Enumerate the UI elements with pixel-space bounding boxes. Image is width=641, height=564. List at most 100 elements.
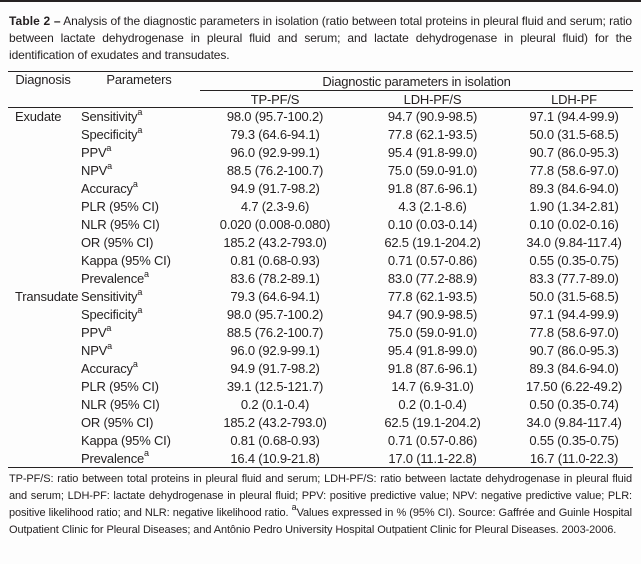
value-cell: 88.5 (76.2-100.7) xyxy=(226,163,324,178)
diagnosis-cell xyxy=(8,342,78,360)
value-cell: 0.2 (0.1-0.4) xyxy=(240,397,310,412)
value-cell: 97.1 (94.4-99.9) xyxy=(529,307,619,322)
footnote-source: Values expressed in % (95% CI). Source: … xyxy=(9,507,632,536)
value-cell: 89.3 (84.6-94.0) xyxy=(529,181,619,196)
value-cell: 77.8 (62.1-93.5) xyxy=(387,289,478,304)
value-cell: 90.7 (86.0-95.3) xyxy=(529,343,619,358)
value-cell: 14.7 (6.9-31.0) xyxy=(391,379,474,394)
table-row: Accuracya 94.9 (91.7-98.2) 91.8 (87.6-96.1… xyxy=(8,180,633,198)
parameter-cell: Kappa (95% CI) xyxy=(81,433,171,448)
diagnosis-cell xyxy=(8,396,78,414)
value-cell: 50.0 (31.5-68.5) xyxy=(529,127,619,142)
table-row: PLR (95% CI) 4.7 (2.3-9.6) 4.3 (2.1-8.6) 1.… xyxy=(8,198,633,216)
value-cell: 0.10 (0.03-0.14) xyxy=(387,217,478,232)
diagnosis-cell xyxy=(8,378,78,396)
table-row: NLR (95% CI) 0.2 (0.1-0.4) 0.2 (0.1-0.4) 0.… xyxy=(8,396,633,414)
value-cell: 83.6 (78.2-89.1) xyxy=(230,271,320,286)
value-cell: 0.2 (0.1-0.4) xyxy=(398,397,467,412)
value-cell: 94.7 (90.9-98.5) xyxy=(387,307,478,322)
value-cell: 185.2 (43.2-793.0) xyxy=(223,415,327,430)
value-cell: 95.4 (91.8-99.0) xyxy=(387,145,478,160)
value-cell: 94.7 (90.9-98.5) xyxy=(387,109,478,125)
value-cell: 0.81 (0.68-0.93) xyxy=(230,433,320,448)
table-caption-label: Table 2 – xyxy=(9,14,61,28)
diagnosis-cell xyxy=(8,270,78,288)
diagnosis-cell xyxy=(8,144,78,162)
header-row-group: Diagnosis Parameters Diagnostic paramete… xyxy=(8,71,633,108)
value-cell: 0.50 (0.35-0.74) xyxy=(529,397,619,412)
diagnosis-cell xyxy=(8,432,78,450)
diagnosis-cell xyxy=(8,126,78,144)
parameter-cell: NLR (95% CI) xyxy=(81,217,160,232)
note-marker: a xyxy=(106,143,112,153)
table-row: Prevalencea 83.6 (78.2-89.1) 83.0 (77.2-88… xyxy=(8,270,633,288)
parameter-cell: PLR (95% CI) xyxy=(81,199,159,214)
value-cell: 91.8 (87.6-96.1) xyxy=(387,181,478,196)
parameter-cell: Accuracya xyxy=(81,179,138,197)
value-cell: 77.8 (58.6-97.0) xyxy=(529,163,619,178)
diagnosis-cell xyxy=(8,216,78,234)
diagnosis-cell: Exudate xyxy=(15,109,62,125)
table-row: Transudate Sensitivitya 79.3 (64.6-94.1) 77… xyxy=(8,288,633,306)
value-cell: 17.50 (6.22-49.2) xyxy=(525,379,623,394)
table-row: OR (95% CI) 185.2 (43.2-793.0) 62.5 (19.1-… xyxy=(8,234,633,252)
value-cell: 0.71 (0.57-0.86) xyxy=(387,433,478,448)
value-cell: 34.0 (9.84-117.4) xyxy=(526,235,622,250)
parameter-cell: PLR (95% CI) xyxy=(81,379,159,394)
table-row: Kappa (95% CI) 0.81 (0.68-0.93) 0.71 (0.57… xyxy=(8,432,633,450)
column-header-parameters: Parameters xyxy=(78,71,200,108)
note-marker: a xyxy=(137,125,143,135)
value-cell: 39.1 (12.5-121.7) xyxy=(226,379,324,394)
table-row: Exudate Sensitivitya 98.0 (95.7-100.2) 94.7… xyxy=(8,108,633,126)
table-row: NLR (95% CI) 0.020 (0.008-0.080) 0.10 (0.0… xyxy=(8,216,633,234)
value-cell: 75.0 (59.0-91.0) xyxy=(387,163,478,178)
value-cell: 96.0 (92.9-99.1) xyxy=(230,343,320,358)
column-header-tp-pf-s: TP-PF/S xyxy=(200,90,350,108)
column-group-header: Diagnostic parameters in isolation xyxy=(200,71,633,91)
value-cell: 62.5 (19.1-204.2) xyxy=(384,415,481,430)
parameter-cell: Accuracya xyxy=(81,359,138,377)
note-marker: a xyxy=(107,161,112,171)
parameter-cell: NLR (95% CI) xyxy=(81,397,160,412)
value-cell: 34.0 (9.84-117.4) xyxy=(526,415,622,430)
value-cell: 94.9 (91.7-98.2) xyxy=(230,181,320,196)
value-cell: 4.7 (2.3-9.6) xyxy=(240,199,310,214)
value-cell: 62.5 (19.1-204.2) xyxy=(384,235,481,250)
parameter-cell: NPVa xyxy=(81,161,112,179)
value-cell: 94.9 (91.7-98.2) xyxy=(230,361,320,376)
diagnosis-cell xyxy=(8,414,78,432)
diagnosis-cell xyxy=(8,360,78,378)
note-marker: a xyxy=(106,323,112,333)
value-cell: 95.4 (91.8-99.0) xyxy=(387,343,478,358)
table-row: PPVa 88.5 (76.2-100.7) 75.0 (59.0-91.0) 77.… xyxy=(8,324,633,342)
value-cell: 83.0 (77.2-88.9) xyxy=(387,271,478,286)
table-row: NPVa 88.5 (76.2-100.7) 75.0 (59.0-91.0) 77.… xyxy=(8,162,633,180)
parameter-cell: Specificitya xyxy=(81,125,143,143)
parameter-cell: PPVa xyxy=(81,323,112,341)
parameter-cell: Kappa (95% CI) xyxy=(81,253,171,268)
note-marker: a xyxy=(132,179,138,189)
value-cell: 97.1 (94.4-99.9) xyxy=(529,109,619,125)
value-cell: 96.0 (92.9-99.1) xyxy=(230,145,320,160)
value-cell: 1.90 (1.34-2.81) xyxy=(529,199,619,214)
value-cell: 50.0 (31.5-68.5) xyxy=(529,289,619,304)
value-cell: 77.8 (58.6-97.0) xyxy=(529,325,619,340)
note-marker: a xyxy=(137,305,143,315)
value-cell: 17.0 (11.1-22.8) xyxy=(350,449,515,468)
table-row: Kappa (95% CI) 0.81 (0.68-0.93) 0.71 (0.57… xyxy=(8,252,633,270)
parameter-cell: PPVa xyxy=(81,143,112,161)
diagnostic-parameters-table: Diagnosis Parameters Diagnostic paramete… xyxy=(8,71,633,468)
table-row: Prevalencea 16.4 (10.9-21.8) 17.0 (11.1-22… xyxy=(8,449,633,468)
diagnosis-cell xyxy=(8,162,78,180)
parameter-cell: Prevalencea xyxy=(78,449,200,468)
table-header: Diagnosis Parameters Diagnostic paramete… xyxy=(8,71,633,108)
value-cell: 16.7 (11.0-22.3) xyxy=(515,449,633,468)
value-cell: 0.10 (0.02-0.16) xyxy=(529,217,619,232)
note-marker: a xyxy=(132,359,138,369)
value-cell: 89.3 (84.6-94.0) xyxy=(529,361,619,376)
parameter-cell: Sensitivitya xyxy=(81,107,143,125)
diagnosis-cell xyxy=(8,180,78,198)
diagnosis-cell xyxy=(8,324,78,342)
diagnosis-cell xyxy=(8,198,78,216)
